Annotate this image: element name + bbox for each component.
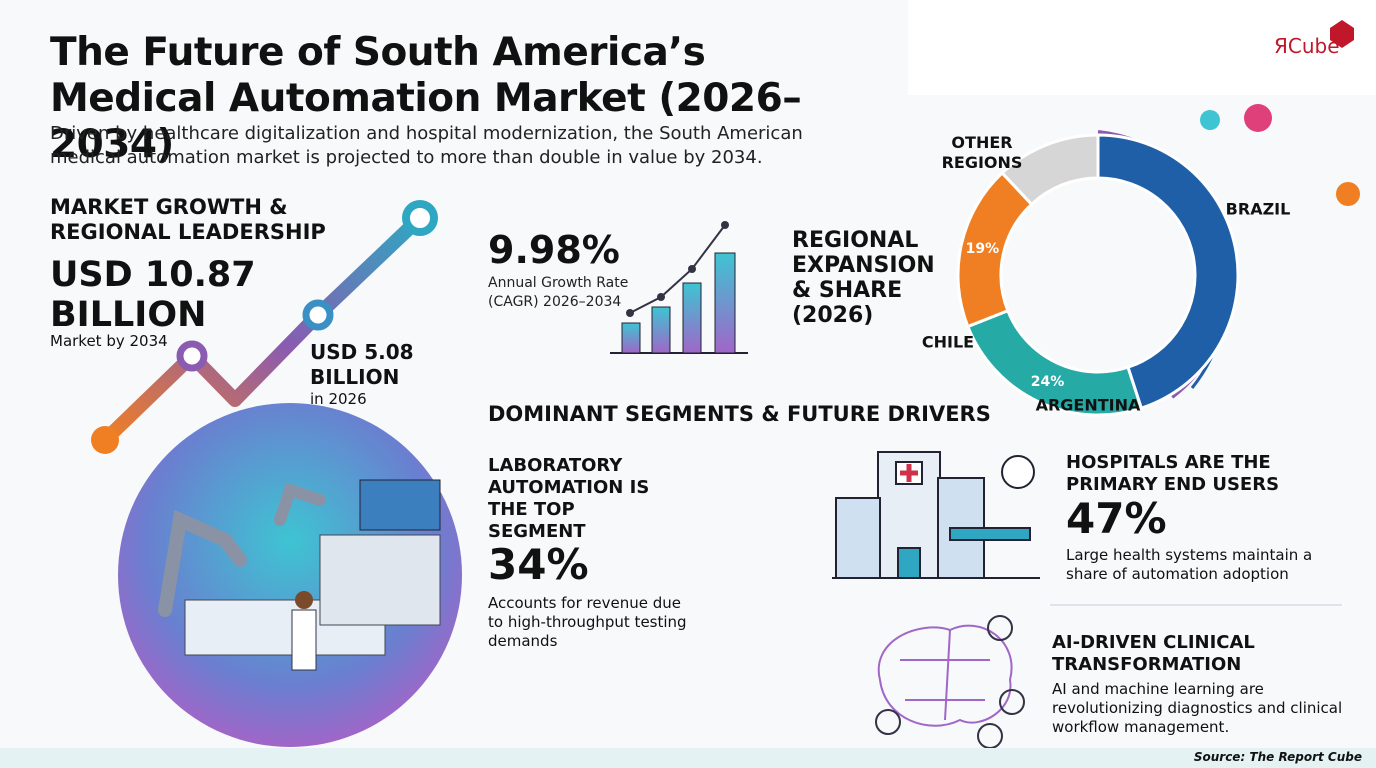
category-label: CHILE (922, 333, 974, 352)
title: The Future of South America’s Medical Au… (50, 30, 802, 167)
segment-heading: LABORATORY AUTOMATION IS THE TOP SEGMENT (488, 455, 650, 542)
footer-band (0, 748, 1376, 768)
segment-text: AI and machine learning are revolutioniz… (1052, 680, 1343, 736)
logo-panel (908, 0, 1376, 95)
logo-cube (1330, 20, 1354, 48)
category-label: ARGENTINA (1036, 396, 1141, 415)
section-heading: DOMINANT SEGMENTS & FUTURE DRIVERS (488, 402, 991, 426)
big-value: USD 10.87 BILLION (50, 255, 256, 335)
cagr-value: 9.98% (488, 228, 620, 272)
lab-screen (359, 479, 441, 531)
segment-value: 34% (488, 540, 589, 589)
deco-dot (1336, 182, 1360, 206)
section-heading: REGIONAL EXPANSION & SHARE (2026) (792, 228, 935, 328)
growth-dot (302, 299, 334, 331)
robot-arm (274, 482, 326, 526)
section-heading: MARKET GROWTH & REGIONAL LEADERSHIP (50, 195, 326, 244)
logo: ЯCube (1274, 34, 1340, 58)
growth-dot (91, 426, 119, 454)
donut-chart: BRAZIL 24% ARGENTINA 19% CHILE OTHER REGIONS (922, 133, 1291, 417)
cagr-icon (610, 221, 748, 354)
segment-heading: HOSPITALS ARE THE PRIMARY END USERS (1066, 452, 1280, 495)
value: USD 5.08 BILLION (310, 340, 414, 389)
growth-dot (402, 200, 438, 236)
category-label: OTHER REGIONS (942, 133, 1023, 172)
donut-slice (1096, 133, 1240, 411)
source: Source: The Report Cube (1193, 750, 1362, 764)
category-label: BRAZIL (1226, 200, 1291, 219)
value-label: Market by 2034 (50, 332, 168, 350)
growth-dot (176, 340, 208, 372)
deco-dot (1244, 104, 1272, 132)
segment-text: Accounts for revenue due to high-through… (488, 594, 687, 650)
robot-arm (158, 509, 247, 617)
segment-heading: AI-DRIVEN CLINICAL TRANSFORMATION (1052, 632, 1255, 675)
growth-line (98, 211, 427, 447)
lab-machine (319, 534, 441, 626)
cagr-label: Annual Growth Rate (CAGR) 2026–2034 (488, 275, 629, 310)
deco-dot (1200, 110, 1220, 130)
donut-slice (1000, 133, 1100, 207)
brain-icon (875, 615, 1025, 749)
lab-person (291, 609, 317, 671)
slice-label: 19% (966, 241, 1000, 257)
subtitle: Driven by healthcare digitalization and … (50, 123, 803, 168)
hospital-icon (832, 451, 1040, 579)
segment-value: 47% (1066, 494, 1167, 543)
lab-person (295, 591, 313, 609)
slice-label: 24% (1031, 374, 1065, 390)
segment-text: Large health systems maintain a share of… (1066, 546, 1313, 583)
value-label: in 2026 (310, 390, 367, 408)
